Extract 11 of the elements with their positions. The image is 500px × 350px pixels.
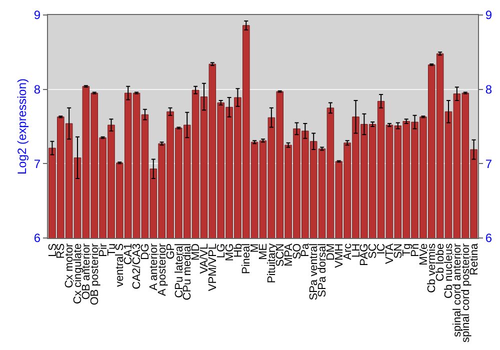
y-tick-label: 9 [34,8,41,22]
x-tick-label: A posterior [156,243,168,296]
y-tick-label: 8 [34,82,41,97]
y-tick-label: 7 [34,156,41,171]
y-axis-title: Log2 (expression) [15,78,30,175]
y2-tick-label: 7 [485,156,492,171]
y2-tick-label: 9 [485,8,492,22]
y2-tick-label: 8 [485,82,492,97]
y-tick-label: 6 [34,231,41,246]
x-tick-label: Tg [400,243,413,256]
y2-tick-label: 6 [485,231,492,246]
